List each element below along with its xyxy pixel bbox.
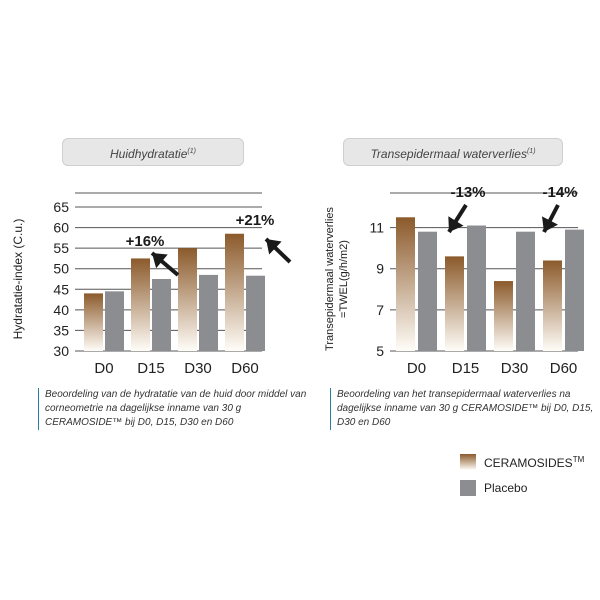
- chart-title-hydration-ref: (1): [187, 148, 196, 155]
- tewl-ytick-label: 11: [369, 220, 384, 236]
- tewl-bar-ceramosides-d30: [494, 281, 513, 351]
- hydration-xtick-label: D0: [94, 360, 113, 377]
- hydration-ylabel: Hydratatie-index (C.u.): [11, 219, 25, 340]
- tewl-bar-ceramosides-d15: [445, 256, 464, 351]
- tewl-ytick-label: 9: [376, 261, 384, 277]
- hydration-ytick-label: 50: [53, 261, 69, 277]
- tewl-ylabel: =TWEL(g/h/m2): [338, 240, 350, 318]
- hydration-ytick-label: 45: [53, 281, 69, 297]
- tewl-ylabel: Transepidermaal waterverlies: [324, 207, 336, 351]
- tewl-description: Beoordeling van het transepidermaal wate…: [330, 388, 599, 430]
- legend-label-ceramosides: CERAMOSIDESTM: [484, 455, 584, 470]
- chart-title-tewl-ref: (1): [526, 148, 536, 155]
- hydration-bar-ceramosides-d30: [178, 248, 197, 351]
- hydration-bar-placebo-d60: [246, 275, 265, 351]
- tewl-xtick-label: D60: [550, 360, 578, 377]
- hydration-xtick-label: D15: [137, 360, 165, 377]
- hydration-ytick-label: 60: [53, 220, 69, 236]
- hydration-bar-placebo-d30: [199, 274, 218, 351]
- chart-title-hydration-text: Huidhydratatie: [110, 147, 188, 161]
- tewl-bar-ceramosides-d60: [543, 260, 562, 351]
- tewl-xtick-label: D15: [452, 360, 480, 377]
- legend-label-placebo: Placebo: [484, 481, 528, 495]
- hydration-arrow-head: [152, 253, 168, 269]
- hydration-ytick-label: 30: [53, 343, 69, 359]
- tewl-xtick-label: D30: [501, 360, 529, 377]
- hydration-ytick-label: 55: [53, 240, 69, 256]
- hydration-bar-ceramosides-d0: [84, 293, 103, 351]
- hydration-bar-ceramosides-d15: [131, 258, 150, 351]
- legend-item-ceramosides: CERAMOSIDESTM: [460, 452, 584, 472]
- hydration-arrow-head: [266, 239, 282, 255]
- legend: CERAMOSIDESTM Placebo: [460, 452, 584, 504]
- hydration-xtick-label: D60: [231, 360, 259, 377]
- hydration-annotation: +21%: [236, 212, 275, 229]
- hydration-description: Beoordeling van de hydratatie van de hui…: [38, 388, 315, 430]
- chart-title-hydration: Huidhydratatie(1): [62, 138, 244, 166]
- tewl-ytick-label: 5: [376, 343, 384, 359]
- legend-item-placebo: Placebo: [460, 478, 584, 498]
- tewl-arrow-head: [541, 216, 558, 232]
- tewl-annotation: -14%: [542, 184, 577, 201]
- legend-swatch-ceramosides: [460, 454, 476, 470]
- tewl-bar-placebo-d0: [418, 231, 437, 351]
- hydration-bar-ceramosides-d60: [225, 233, 244, 351]
- tewl-bar-ceramosides-d0: [396, 217, 415, 351]
- tewl-annotation: -13%: [450, 184, 485, 201]
- legend-swatch-placebo: [460, 480, 476, 496]
- hydration-bar-placebo-d0: [105, 291, 124, 351]
- tewl-bar-placebo-d30: [516, 231, 535, 351]
- hydration-chart: 30 35 40 45 50 55 60 65 D0 D15 D30 D60 Hydratatie-in…: [11, 192, 292, 377]
- tewl-bar-placebo-d15: [467, 225, 486, 351]
- tewl-bar-placebo-d60: [565, 229, 584, 351]
- tewl-arrow-head: [448, 216, 464, 232]
- legend-label-ceramosides-text: CERAMOSIDES: [484, 455, 573, 470]
- hydration-ytick-label: 35: [53, 322, 69, 338]
- hydration-ytick-label: 65: [53, 199, 69, 215]
- hydration-bar-placebo-d15: [152, 279, 171, 351]
- tewl-ytick-label: 7: [376, 302, 384, 318]
- tewl-chart: 5 7 9 11 D0 D15 D30 D60 Transepidermaal waterver…: [324, 184, 584, 377]
- hydration-annotation: +16%: [126, 233, 165, 250]
- hydration-ytick-label: 40: [53, 302, 69, 318]
- chart-title-tewl: Transepidermaal waterverlies(1): [343, 138, 563, 166]
- legend-label-ceramosides-tm: TM: [572, 454, 585, 464]
- hydration-xtick-label: D30: [184, 360, 212, 377]
- tewl-xtick-label: D0: [407, 360, 426, 377]
- chart-title-tewl-text: Transepidermaal waterverlies: [370, 147, 527, 161]
